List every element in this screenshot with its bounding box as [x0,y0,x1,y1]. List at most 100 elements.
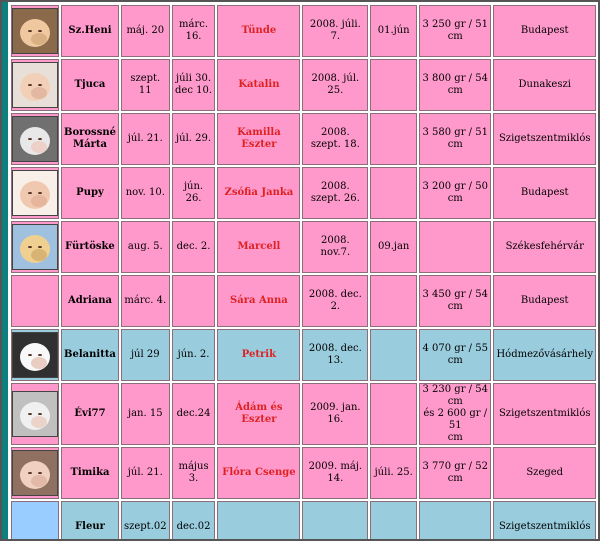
nickname-cell: Fleur [61,501,119,539]
baby-name-cell: Tünde [217,5,301,57]
extra-date-cell [370,59,418,111]
avatar-cell [11,383,59,445]
birth-date-cell: 2009. jan. 16. [302,383,369,445]
date-2-cell: júl. 29. [171,113,216,165]
birth-date-cell: 2008. dec. 13. [302,329,369,381]
extra-date-cell [370,383,418,445]
birth-date-cell: 2008. nov.7. [302,221,369,273]
baby-name-cell: Marcell [217,221,301,273]
avatar-cell [11,113,59,165]
nickname-cell: Timika [61,447,119,499]
table-row: Belanitta júl 29 jún. 2. Petrik 2008. dec. 1… [11,329,596,381]
date-1-cell: júl 29 [120,329,170,381]
city-cell: Hódmezővásárhely [493,329,596,381]
table-row: Adriana márc. 4. Sára Anna 2008. dec. 2. 3 4… [11,275,596,327]
date-2-cell: dec.02 [171,501,216,539]
city-cell: Szigetszentmiklós [493,113,596,165]
nickname-cell: Fürtöske [61,221,119,273]
extra-date-cell: júli. 25. [370,447,418,499]
nickname-cell: Adriana [61,275,119,327]
baby-name-cell: Flóra Csenge [217,447,301,499]
table-row: Fürtöske aug. 5. dec. 2. Marcell 2008. nov.7… [11,221,596,273]
birth-size-cell: 3 450 gr / 54 cm [419,275,492,327]
baby-name-cell: Ádám és Eszter [217,383,301,445]
date-2-cell: dec. 2. [171,221,216,273]
date-2-cell: jún. 26. [171,167,216,219]
birth-size-cell [419,221,492,273]
birth-date-cell: 2008. szept. 18. [302,113,369,165]
avatar-cell [11,447,59,499]
avatar-cell [11,167,59,219]
date-2-cell [171,275,216,327]
table-row: Évi77 jan. 15 dec.24 Ádám és Eszter 2009. ja… [11,383,596,445]
city-cell: Székesfehérvár [493,221,596,273]
table-row: Fleur szept.02 dec.02 Szigetszentmiklós [11,501,596,539]
baby-name-cell: Sára Anna [217,275,301,327]
date-1-cell: júl. 21. [120,113,170,165]
nickname-cell: Pupy [61,167,119,219]
birth-size-cell: 3 250 gr / 51 cm [419,5,492,57]
baby-table: Sz.Heni máj. 20 márc. 16. Tünde 2008. júli. … [9,3,598,539]
date-1-cell: szept.02 [120,501,170,539]
avatar-cell [11,221,59,273]
baby-name-cell: Katalin [217,59,301,111]
date-1-cell: máj. 20 [120,5,170,57]
city-cell: Budapest [493,275,596,327]
baby-name-cell: Petrik [217,329,301,381]
baby-photo-icon [12,450,58,496]
table-row: Pupy nov. 10. jún. 26. Zsófia Janka 2008. sz… [11,167,596,219]
baby-photo-icon [12,332,58,378]
baby-photo-icon [12,116,58,162]
city-cell: Szigetszentmiklós [493,383,596,445]
birth-date-cell: 2008. dec. 2. [302,275,369,327]
avatar-cell [11,329,59,381]
table-row: Tjuca szept. 11 júli 30. dec 10. Katalin 200… [11,59,596,111]
extra-date-cell [370,113,418,165]
baby-name-cell: Kamilla Eszter [217,113,301,165]
baby-photo-icon [12,170,58,216]
birth-size-cell: 3 770 gr / 52 cm [419,447,492,499]
city-cell: Szigetszentmiklós [493,501,596,539]
baby-name-cell [217,501,301,539]
baby-name-cell: Zsófia Janka [217,167,301,219]
city-cell: Budapest [493,5,596,57]
date-1-cell: júl. 21. [120,447,170,499]
avatar-cell [11,59,59,111]
nickname-cell: Borossné Márta [61,113,119,165]
birth-size-cell: 3 800 gr / 54 cm [419,59,492,111]
baby-photo-icon [12,391,58,437]
date-2-cell: júli 30. dec 10. [171,59,216,111]
date-1-cell: jan. 15 [120,383,170,445]
nickname-cell: Sz.Heni [61,5,119,57]
table-row: Timika júl. 21. május 3. Flóra Csenge 2009. … [11,447,596,499]
birth-date-cell: 2009. máj. 14. [302,447,369,499]
avatar-cell [11,275,59,327]
birth-date-cell: 2008. szept. 26. [302,167,369,219]
nickname-cell: Belanitta [61,329,119,381]
date-1-cell: márc. 4. [120,275,170,327]
birth-size-cell [419,501,492,539]
table-row: Sz.Heni máj. 20 márc. 16. Tünde 2008. júli. … [11,5,596,57]
date-1-cell: aug. 5. [120,221,170,273]
date-2-cell: jún. 2. [171,329,216,381]
birth-size-cell: 4 070 gr / 55 cm [419,329,492,381]
city-cell: Szeged [493,447,596,499]
left-accent-bar [2,2,8,539]
avatar-cell [11,5,59,57]
baby-photo-icon [12,224,58,270]
nickname-cell: Évi77 [61,383,119,445]
date-1-cell: szept. 11 [120,59,170,111]
date-2-cell: dec.24 [171,383,216,445]
extra-date-cell [370,501,418,539]
extra-date-cell: 01.jún [370,5,418,57]
birth-date-cell: 2008. júli. 7. [302,5,369,57]
baby-photo-icon [12,8,58,54]
nickname-cell: Tjuca [61,59,119,111]
birth-size-cell: 3 580 gr / 51 cm [419,113,492,165]
birth-date-cell: 2008. júl. 25. [302,59,369,111]
date-2-cell: május 3. [171,447,216,499]
city-cell: Dunakeszi [493,59,596,111]
birth-size-cell: 3 230 gr / 54 cm és 2 600 gr / 51 cm [419,383,492,445]
extra-date-cell [370,167,418,219]
